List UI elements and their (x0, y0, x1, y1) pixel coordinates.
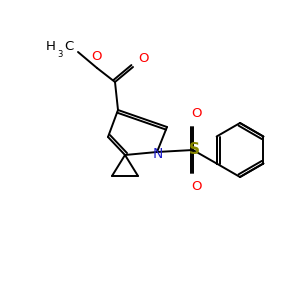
Text: O: O (191, 180, 201, 193)
Text: O: O (138, 52, 148, 65)
Text: O: O (191, 107, 201, 120)
Text: 3: 3 (57, 50, 62, 59)
Text: N: N (153, 147, 163, 161)
Text: C: C (64, 40, 73, 52)
Text: S: S (188, 142, 200, 158)
Text: H: H (46, 40, 56, 52)
Text: O: O (91, 50, 101, 63)
